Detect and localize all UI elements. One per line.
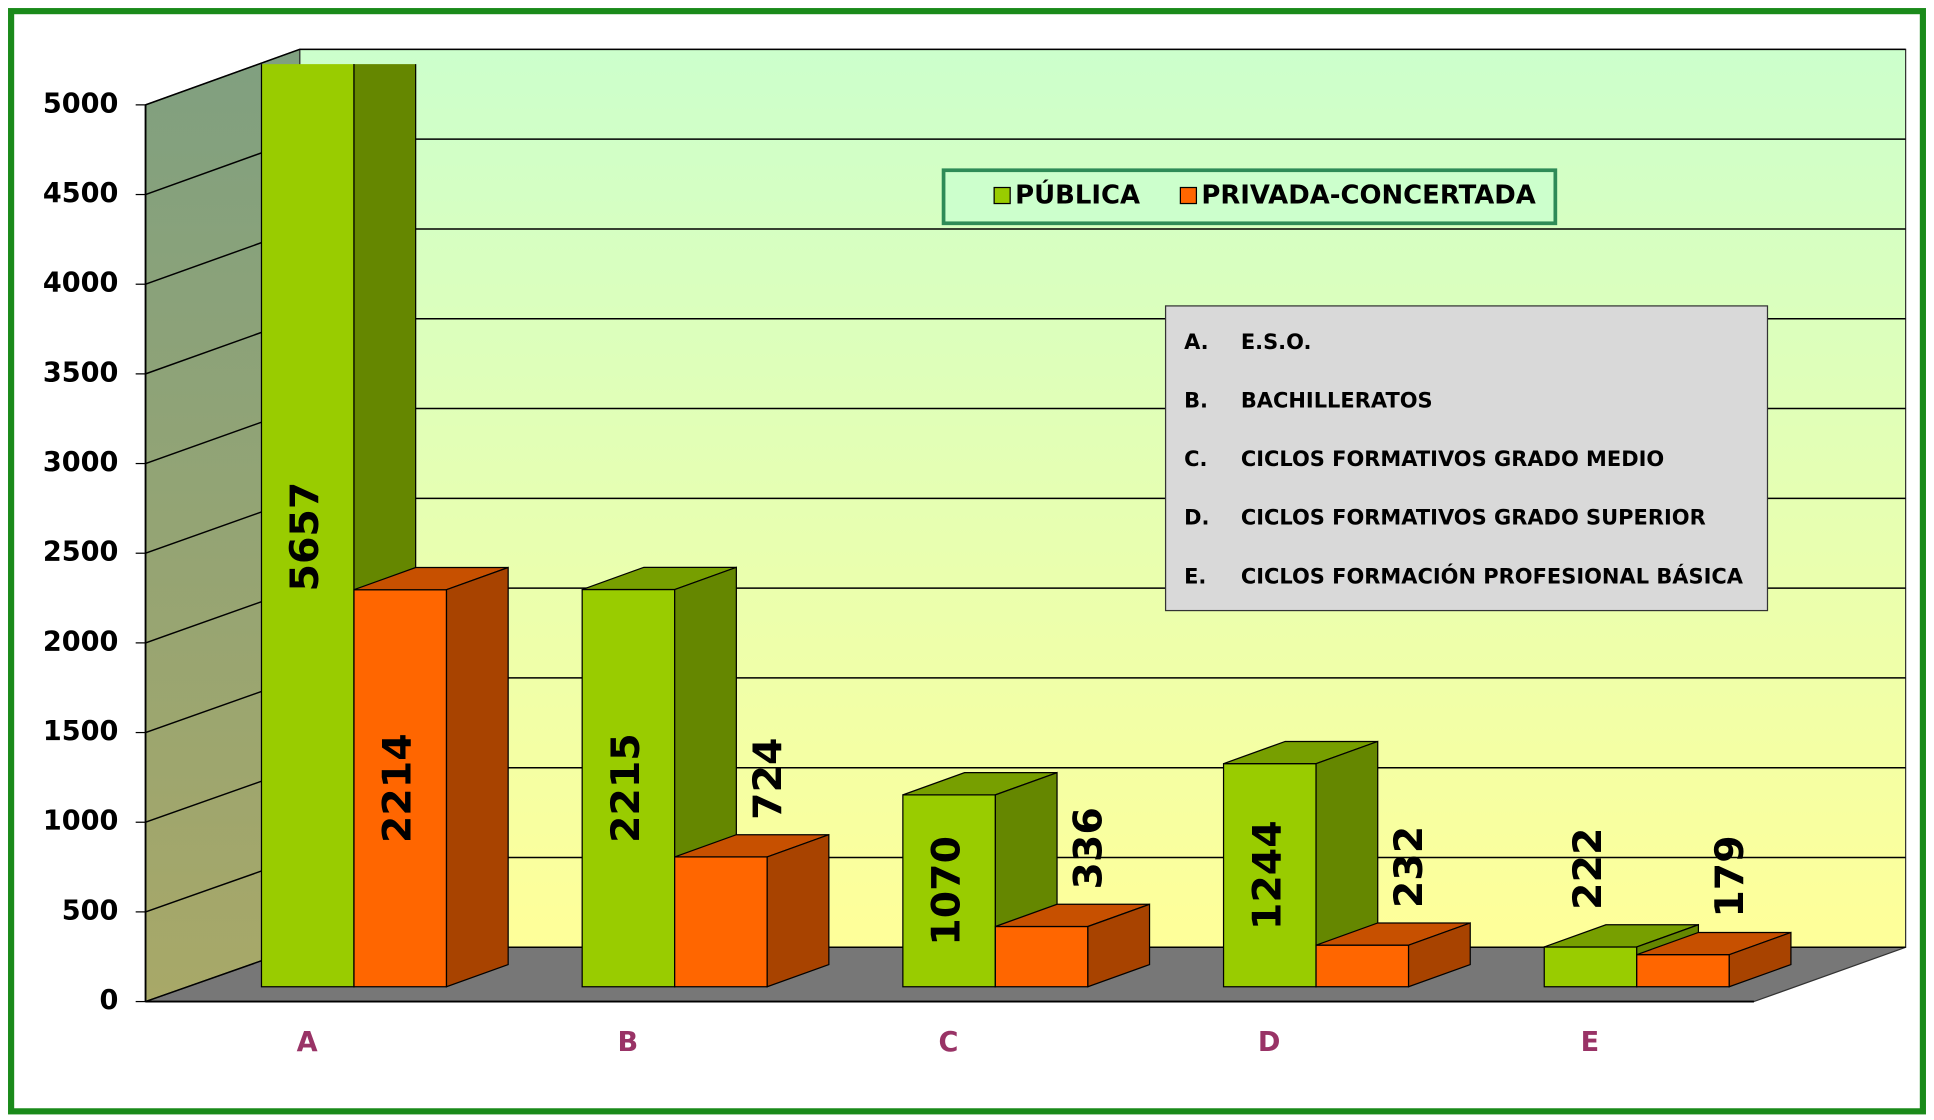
legend-swatch: [993, 186, 1011, 205]
bar-front: [1222, 763, 1317, 988]
y-tick-label: 4500: [43, 178, 119, 209]
description-text: CICLOS FORMATIVOS GRADO MEDIO: [1241, 447, 1664, 471]
value-label: 222: [1565, 828, 1611, 910]
value-label: 179: [1707, 835, 1753, 917]
bar-side: [1728, 931, 1792, 988]
value-label: 232: [1386, 826, 1432, 908]
y-tick-label: 4000: [43, 268, 119, 299]
bar-front: [581, 588, 676, 988]
description-text: CICLOS FORMACIÓN PROFESIONAL BÁSICA: [1241, 563, 1744, 588]
grid: 0 500 1000 1500 2000 2500 3000 3500 4000 4500 5000: [43, 48, 1906, 1016]
labels: A 5657 2214 B 2215 724 C 1070 336 D 1244 232 E 222 179: [282, 482, 1753, 1058]
bar-front: [1543, 946, 1638, 988]
legend-label: PRIVADA-CONCERTADA: [1201, 181, 1536, 211]
description-letter: B.: [1184, 389, 1208, 413]
value-label: 1070: [924, 836, 970, 946]
x-tick-label: E: [1581, 1027, 1600, 1058]
legend-items: PÚBLICA PRIVADA-CONCERTADA: [993, 179, 1536, 211]
description-letter: C.: [1184, 447, 1207, 471]
y-tick-label: 2000: [43, 626, 119, 657]
description-list: A. E.S.O. B. BACHILLERATOS C. CICLOS FORMATIV…: [1184, 330, 1744, 588]
y-tick-label: 0: [100, 985, 119, 1016]
bars: [260, 64, 1792, 988]
bar-front: [260, 64, 355, 988]
value-label: 724: [745, 738, 791, 820]
bar-front: [1315, 944, 1410, 988]
description-letter: E.: [1184, 564, 1206, 588]
description-letter: A.: [1184, 330, 1209, 354]
y-tick-label: 2500: [43, 537, 119, 568]
y-tick-label: 5000: [43, 88, 119, 119]
value-label: 1244: [1244, 820, 1290, 930]
legend-swatch: [1179, 186, 1198, 205]
bar-front: [674, 856, 768, 988]
description-text: CICLOS FORMATIVOS GRADO SUPERIOR: [1241, 506, 1706, 530]
bar-front: [994, 925, 1089, 988]
x-tick-label: B: [617, 1027, 638, 1058]
x-tick-label: A: [297, 1027, 318, 1058]
y-tick-label: 3500: [43, 357, 119, 388]
bar-side: [766, 833, 830, 988]
legend: PÚBLICA PRIVADA-CONCERTADA: [941, 168, 1558, 226]
description-bg: [1164, 305, 1769, 612]
y-tick-label: 1500: [43, 716, 119, 747]
bar-side: [445, 566, 509, 988]
bar-front: [1636, 954, 1730, 988]
value-label: 2215: [603, 733, 649, 843]
legend-box: [941, 168, 1558, 226]
value-label: 5657: [282, 482, 328, 592]
value-label: 336: [1065, 807, 1111, 889]
x-tick-label: C: [939, 1027, 959, 1058]
bar-front: [353, 589, 448, 988]
description-letter: D.: [1184, 506, 1209, 530]
description-box: A. E.S.O. B. BACHILLERATOS C. CICLOS FORMATIV…: [1164, 305, 1769, 612]
y-tick-label: 1000: [43, 806, 119, 837]
bar-side: [1087, 903, 1151, 988]
value-label: 2214: [375, 733, 421, 843]
bar-front: [902, 794, 996, 988]
legend-label: PÚBLICA: [1015, 179, 1140, 211]
y-tick-label: 3000: [43, 447, 119, 478]
y-tick-label: 500: [62, 895, 119, 926]
description-text: E.S.O.: [1241, 330, 1312, 354]
description-text: BACHILLERATOS: [1241, 389, 1433, 413]
x-tick-label: D: [1258, 1027, 1281, 1058]
bar-side: [1407, 922, 1471, 988]
frame: [8, 8, 1926, 1115]
grid-line-side: [145, 48, 300, 106]
